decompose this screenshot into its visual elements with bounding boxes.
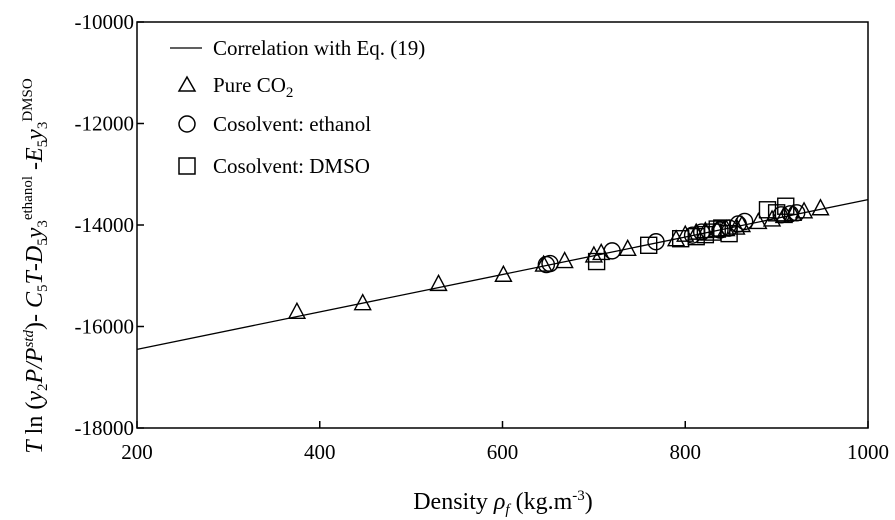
- y-axis: -18000 -16000 -14000 -12000 -10000: [75, 10, 144, 440]
- pure-co2-point: [287, 301, 307, 319]
- pure-co2-point: [749, 211, 768, 230]
- y-axis-title: T ln (y2P/Pstd)- C5T-D5y3ethanol -E5y3DM…: [20, 78, 51, 454]
- pure-co2-point: [534, 254, 553, 272]
- correlation-line: [136, 198, 869, 350]
- y-tick-label: -14000: [75, 213, 135, 237]
- y-tick-label: -16000: [75, 315, 135, 339]
- legend-label-correlation: Correlation with Eq. (19): [213, 36, 425, 60]
- y-tick-label: -12000: [75, 112, 135, 136]
- x-axis-title: Density ρf (kg.m-3): [413, 488, 593, 518]
- ethanol-point: [683, 226, 702, 244]
- ethanol-point: [788, 204, 806, 222]
- y-tick-label: -10000: [75, 10, 135, 34]
- legend-label-pure-co2: Pure CO2: [213, 73, 293, 101]
- legend-label-dmso: Cosolvent: DMSO: [213, 154, 370, 178]
- dmso-point: [758, 201, 777, 219]
- pure-co2-point: [494, 264, 513, 282]
- x-tick-label: 1000: [847, 440, 889, 464]
- pure-co2-point: [429, 273, 448, 292]
- pure-co2-point: [618, 238, 637, 257]
- dmso-point: [777, 197, 795, 215]
- pure-co2-point: [592, 242, 611, 261]
- legend-triangle-marker: [177, 75, 197, 92]
- dmso-point: [708, 220, 726, 238]
- pure-co2-point: [353, 293, 372, 311]
- dmso-point: [720, 224, 738, 243]
- x-tick-label: 200: [121, 440, 153, 464]
- dmso-point: [587, 252, 606, 271]
- data-series: [136, 197, 869, 350]
- legend-circle-marker: [178, 115, 196, 133]
- dmso-point: [640, 236, 658, 255]
- ethanol-point: [603, 242, 621, 260]
- legend-square-marker: [178, 157, 196, 175]
- pure-co2-point: [794, 201, 814, 219]
- legend-label-ethanol: Cosolvent: ethanol: [213, 112, 371, 136]
- x-tick-label: 800: [670, 440, 702, 464]
- ethanol-point: [735, 212, 754, 231]
- x-axis: 200 400 600 800 1000: [121, 421, 889, 464]
- pure-co2-point: [555, 251, 574, 269]
- pure-co2-point: [811, 198, 830, 216]
- x-tick-label: 400: [304, 440, 336, 464]
- x-tick-label: 600: [487, 440, 519, 464]
- ethanol-point: [541, 254, 559, 273]
- pure-co2-point: [584, 245, 604, 263]
- legend: Correlation with Eq. (19) Pure CO2 Cosol…: [170, 36, 425, 178]
- dmso-point: [767, 204, 786, 222]
- y-tick-label: -18000: [75, 416, 135, 440]
